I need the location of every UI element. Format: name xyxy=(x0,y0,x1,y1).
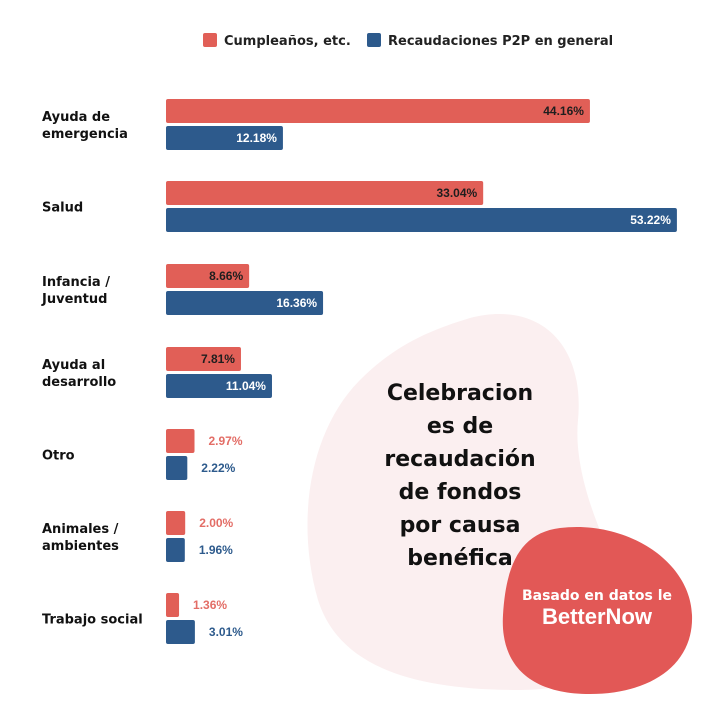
bar-cumpleanos xyxy=(166,181,484,205)
bar-p2p xyxy=(166,620,195,644)
category-label: Animales / xyxy=(42,522,119,537)
category-label: Salud xyxy=(42,201,83,216)
legend-label-blue: Recaudaciones P2P en general xyxy=(388,34,613,49)
title-line: de fondos xyxy=(399,480,522,505)
category-label: Juventud xyxy=(41,292,107,307)
legend-label-red: Cumpleaños, etc. xyxy=(224,34,351,49)
category-label: emergencia xyxy=(42,127,128,142)
bar-p2p xyxy=(166,456,188,480)
category-label: Ayuda al xyxy=(42,358,105,373)
bar-cumpleanos xyxy=(166,429,195,453)
bar-cumpleanos xyxy=(166,511,186,535)
data-label: 3.01% xyxy=(209,625,243,639)
bar-p2p xyxy=(166,374,272,398)
category-labels: Ayuda de emergencia Salud Infancia / Juventu… xyxy=(41,110,143,628)
bar-cumpleanos xyxy=(166,347,241,371)
legend: Cumpleaños, etc. Recaudaciones P2P en ge… xyxy=(203,33,613,49)
bar-cumpleanos xyxy=(166,99,590,123)
bar-p2p xyxy=(166,208,677,232)
category-label: desarrollo xyxy=(42,375,116,390)
category-label: Infancia / xyxy=(42,275,110,290)
category-label: ambientes xyxy=(42,539,119,554)
chart-title: Celebracion es de recaudación de fondos por … xyxy=(384,381,535,571)
title-line: benéfica xyxy=(407,546,512,571)
legend-swatch-blue xyxy=(367,33,381,47)
data-label: 53.22% xyxy=(630,213,671,227)
bar-cumpleanos xyxy=(166,264,250,288)
badge-shape xyxy=(502,526,693,694)
badge-logo: BetterNow xyxy=(542,604,653,629)
data-label: 8.66% xyxy=(209,269,243,283)
title-line: es de xyxy=(427,414,493,439)
category-label: Ayuda de xyxy=(42,110,110,125)
legend-swatch-red xyxy=(203,33,217,47)
data-label: 2.22% xyxy=(201,461,235,475)
category-label: Trabajo social xyxy=(42,613,143,628)
data-label: 12.18% xyxy=(236,131,277,145)
data-label: 2.00% xyxy=(199,516,233,530)
data-label: 33.04% xyxy=(436,186,477,200)
bar-p2p xyxy=(166,538,185,562)
data-label: 7.81% xyxy=(201,352,235,366)
bar-p2p xyxy=(166,291,324,315)
bar-cumpleanos xyxy=(166,593,180,617)
source-badge: Basado en datos le BetterNow xyxy=(502,526,693,694)
category-label: Otro xyxy=(42,449,75,464)
title-line: por causa xyxy=(400,513,521,538)
badge-caption: Basado en datos le xyxy=(522,588,672,604)
data-label: 2.97% xyxy=(209,434,243,448)
title-line: recaudación xyxy=(384,447,535,472)
data-label: 16.36% xyxy=(276,296,317,310)
data-label: 44.16% xyxy=(543,104,584,118)
bars-layer: 44.16% 12.18% 33.04% 53.22% 8.66% 16.36% 7.81%… xyxy=(166,99,677,644)
bar-p2p xyxy=(166,126,283,150)
data-label: 1.96% xyxy=(199,543,233,557)
data-label: 11.04% xyxy=(226,379,266,393)
data-label: 1.36% xyxy=(193,598,227,612)
title-line: Celebracion xyxy=(387,381,533,406)
